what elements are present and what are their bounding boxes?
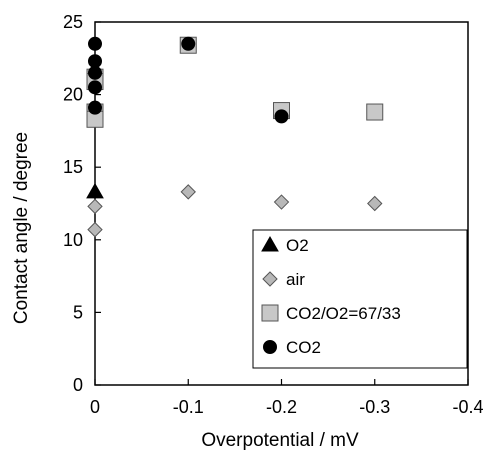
- legend-label: CO2: [286, 338, 321, 357]
- point-co2: [88, 54, 102, 69]
- x-tick-label: -0.3: [359, 397, 390, 417]
- point-air: [87, 221, 103, 238]
- point-co2: [88, 36, 102, 51]
- y-tick-label: 25: [63, 12, 83, 32]
- x-axis-ticks: 0 -0.1 -0.2 -0.3 -0.4: [90, 379, 484, 417]
- point-o2: [86, 182, 104, 199]
- point-co2: [88, 100, 102, 115]
- point-air: [180, 184, 196, 200]
- point-co2: [88, 65, 102, 80]
- y-axis-title: Contact angle / degree: [11, 132, 32, 324]
- x-tick-label: 0: [90, 397, 100, 417]
- legend-marker: [261, 235, 279, 252]
- x-tick-label: -0.1: [173, 397, 204, 417]
- y-tick-label: 15: [63, 157, 83, 177]
- legend-label: O2: [286, 236, 309, 255]
- y-tick-label: 20: [63, 85, 83, 105]
- point-air: [367, 195, 383, 212]
- y-axis-ticks: 0 5 10 15 20 25: [63, 12, 101, 395]
- legend-marker: [263, 340, 277, 354]
- legend-marker: [262, 271, 278, 287]
- legend-label: air: [286, 270, 305, 289]
- legend-marker: [261, 304, 279, 322]
- y-tick-label: 10: [63, 230, 83, 250]
- point-co2: [181, 36, 196, 51]
- y-tick-label: 0: [73, 375, 83, 395]
- point-co2: [274, 109, 289, 124]
- x-axis-title: Overpotential / mV: [201, 430, 359, 451]
- point-co2: [88, 80, 102, 95]
- x-tick-label: -0.4: [452, 397, 483, 417]
- y-tick-label: 5: [73, 302, 83, 322]
- data-points: [86, 36, 384, 238]
- point-air: [87, 198, 103, 215]
- legend-box: [252, 229, 468, 369]
- x-tick-label: -0.2: [266, 397, 297, 417]
- point-air: [273, 194, 290, 210]
- legend: O2 air CO2/O2=67/33 CO2: [252, 229, 468, 369]
- point-co2-o2-67-33: [366, 103, 384, 121]
- legend-label: CO2/O2=67/33: [286, 304, 401, 323]
